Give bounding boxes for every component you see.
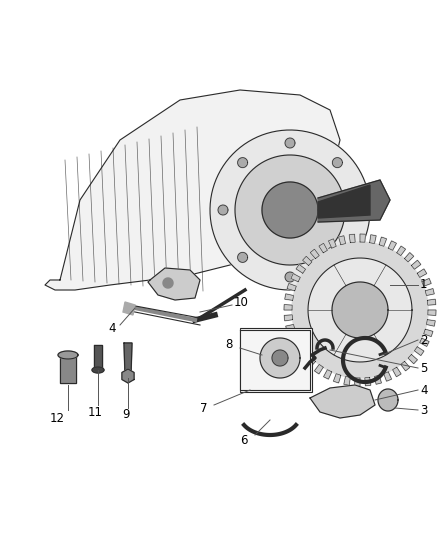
Polygon shape — [218, 205, 228, 215]
Polygon shape — [424, 329, 433, 336]
Polygon shape — [379, 237, 387, 246]
Polygon shape — [355, 378, 360, 386]
Polygon shape — [401, 361, 410, 371]
Text: 11: 11 — [88, 406, 103, 418]
Polygon shape — [318, 185, 370, 218]
Polygon shape — [58, 351, 78, 359]
Polygon shape — [414, 347, 424, 356]
Polygon shape — [235, 155, 345, 265]
Polygon shape — [384, 372, 392, 381]
Polygon shape — [285, 138, 295, 148]
Polygon shape — [408, 354, 417, 364]
Text: 10: 10 — [234, 296, 249, 310]
Polygon shape — [392, 367, 401, 377]
Polygon shape — [292, 242, 428, 378]
Polygon shape — [238, 253, 247, 262]
Polygon shape — [339, 236, 346, 245]
Polygon shape — [285, 294, 293, 300]
Polygon shape — [303, 256, 312, 265]
Polygon shape — [287, 284, 296, 291]
Polygon shape — [272, 350, 288, 366]
Polygon shape — [332, 158, 343, 167]
Polygon shape — [122, 369, 134, 383]
Polygon shape — [148, 268, 200, 300]
Text: 5: 5 — [420, 361, 427, 375]
Polygon shape — [286, 325, 295, 332]
Polygon shape — [296, 264, 306, 273]
Polygon shape — [240, 330, 310, 390]
Polygon shape — [328, 239, 336, 248]
Polygon shape — [124, 343, 132, 376]
Polygon shape — [349, 234, 355, 243]
Polygon shape — [417, 269, 427, 277]
Polygon shape — [378, 389, 398, 411]
Polygon shape — [308, 258, 412, 362]
Polygon shape — [45, 90, 340, 290]
Polygon shape — [285, 272, 295, 282]
Text: 4: 4 — [108, 321, 116, 335]
Polygon shape — [344, 376, 350, 385]
Text: 6: 6 — [240, 433, 247, 447]
Polygon shape — [293, 343, 303, 351]
Polygon shape — [210, 130, 370, 290]
Polygon shape — [94, 345, 102, 370]
Polygon shape — [291, 273, 300, 282]
Text: 3: 3 — [420, 403, 427, 416]
Text: 2: 2 — [420, 334, 427, 346]
Bar — [240, 328, 312, 392]
Polygon shape — [284, 304, 292, 310]
Polygon shape — [333, 374, 341, 383]
Polygon shape — [310, 385, 375, 418]
Polygon shape — [314, 365, 323, 374]
Polygon shape — [425, 288, 434, 295]
Polygon shape — [332, 253, 343, 262]
Polygon shape — [427, 299, 436, 305]
Polygon shape — [319, 243, 328, 253]
Polygon shape — [318, 180, 390, 222]
Polygon shape — [422, 278, 431, 286]
Text: 8: 8 — [225, 338, 233, 351]
Polygon shape — [284, 315, 293, 321]
Polygon shape — [370, 235, 376, 244]
Polygon shape — [388, 241, 396, 251]
Polygon shape — [428, 310, 436, 316]
Polygon shape — [360, 234, 365, 242]
Polygon shape — [262, 182, 318, 238]
Polygon shape — [289, 334, 298, 342]
Text: 12: 12 — [50, 411, 65, 424]
Polygon shape — [60, 355, 76, 383]
Polygon shape — [405, 253, 414, 262]
Text: 9: 9 — [122, 408, 130, 422]
Polygon shape — [427, 320, 435, 326]
Polygon shape — [260, 338, 300, 378]
Text: 1: 1 — [420, 279, 427, 292]
Text: 4: 4 — [420, 384, 427, 397]
Polygon shape — [310, 249, 319, 259]
Polygon shape — [299, 351, 309, 360]
Polygon shape — [411, 260, 421, 269]
Polygon shape — [332, 282, 388, 338]
Text: 7: 7 — [200, 401, 208, 415]
Polygon shape — [352, 205, 362, 215]
Polygon shape — [374, 375, 381, 384]
Polygon shape — [365, 377, 371, 386]
Polygon shape — [306, 358, 315, 367]
Polygon shape — [123, 302, 135, 315]
Polygon shape — [92, 367, 104, 373]
Polygon shape — [238, 158, 247, 167]
Polygon shape — [420, 338, 429, 346]
Polygon shape — [397, 246, 406, 255]
Polygon shape — [163, 278, 173, 288]
Polygon shape — [324, 370, 332, 379]
